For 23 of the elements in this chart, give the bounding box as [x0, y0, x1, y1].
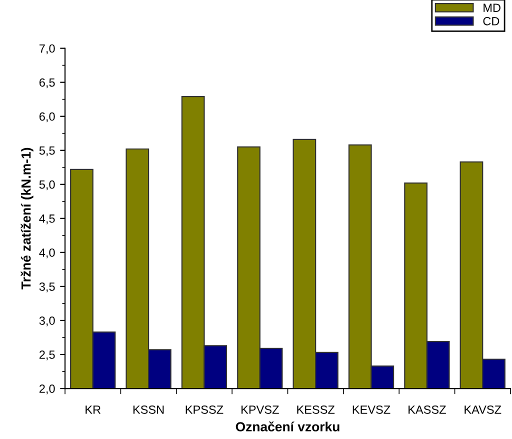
x-tick-label: KR — [86, 406, 101, 414]
y-tick-label: 3,0 — [39, 316, 55, 326]
x-tick-label: KEVSZ — [352, 405, 390, 414]
y-tick-label: 7,0 — [39, 44, 55, 54]
y-tick-label: 2,0 — [39, 384, 55, 394]
legend-label: CD — [483, 16, 500, 26]
x-tick-label: KASSZ — [408, 405, 446, 414]
y-tick-label: 6,5 — [39, 78, 55, 88]
x-tick-label: KAVSZ — [464, 405, 502, 414]
y-tick-label: 2,5 — [39, 350, 55, 360]
legend-label: MD — [484, 4, 500, 12]
y-tick-label: 4,0 — [39, 248, 55, 258]
y-tick-label: 6,0 — [39, 112, 55, 122]
y-tick-label: 5,0 — [39, 180, 55, 190]
y-tick-label: 3,5 — [39, 282, 55, 292]
x-tick-label: KPSSZ — [186, 405, 224, 414]
x-tick-label: KSSN — [133, 405, 164, 414]
y-axis-title: Tržné zatížení (kN.m-1) — [20, 148, 34, 290]
x-tick-label: KESSZ — [297, 405, 335, 414]
y-tick-label: 4,5 — [39, 214, 55, 224]
x-axis-title: Označení vzorku — [236, 421, 340, 432]
x-tick-label: KPVSZ — [242, 405, 279, 414]
y-tick-label: 5,5 — [39, 146, 55, 156]
